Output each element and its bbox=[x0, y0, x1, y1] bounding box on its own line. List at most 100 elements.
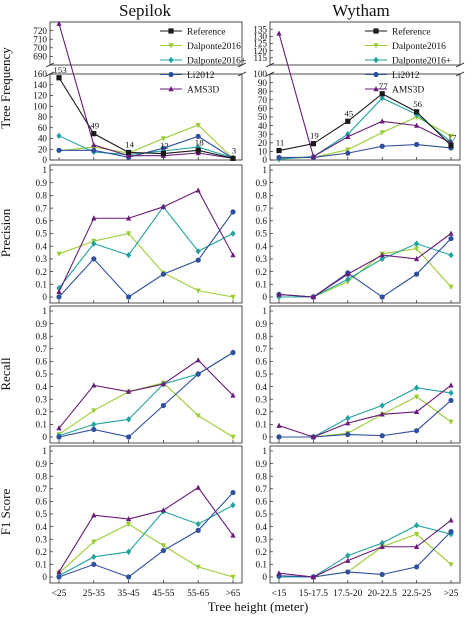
wytham-frequency-axis-break-3 bbox=[455, 71, 465, 77]
sepilok-recall-y-tick-3-label: 0.3 bbox=[36, 394, 48, 404]
sepilok-frequency-legend-label-dalponte2016: Dalponte2016+ bbox=[187, 56, 246, 66]
sepilok-recall-point-dalponte2016-5 bbox=[230, 434, 236, 440]
sepilok-frequency-y-tick-up-3-label: 720 bbox=[33, 26, 47, 36]
sepilok-f1-score-point-dalponte2016-2 bbox=[126, 548, 132, 555]
wytham-frequency-y-tick-up-2-label: 125 bbox=[253, 39, 267, 49]
wytham-frequency-point-ams3d-3 bbox=[379, 118, 385, 124]
wytham-f1-score-point-ams3d-5 bbox=[448, 517, 454, 523]
wytham-f1-score-point-dalponte2016-2 bbox=[345, 552, 351, 559]
wytham-f1-score-x-tick-label-0: <15 bbox=[272, 589, 287, 599]
wytham-f1-score-y-tick-10-label: 1 bbox=[262, 446, 267, 456]
wytham-recall-point-ams3d-1 bbox=[310, 434, 316, 440]
sepilok-precision-y-tick-10-label: 1 bbox=[42, 165, 47, 175]
sepilok-frequency-point-dalponte2016-3 bbox=[160, 136, 166, 142]
sepilok-f1-score-point-ams3d-1 bbox=[91, 512, 97, 518]
sepilok-frequency-point-li2012-0 bbox=[56, 147, 62, 153]
wytham-frequency-data-label-4: 56 bbox=[413, 99, 422, 109]
sepilok-frequency-line-reference bbox=[58, 77, 234, 159]
sepilok-recall-frame bbox=[49, 305, 243, 444]
sepilok-precision-line-li2012 bbox=[58, 211, 234, 298]
wytham-f1-score-point-ams3d-0 bbox=[276, 570, 282, 576]
sepilok-frequency-line-dalponte2016 bbox=[58, 124, 234, 159]
sepilok-frequency-y-tick-low-3-label: 60 bbox=[38, 123, 48, 133]
wytham-precision-point-ams3d-1 bbox=[310, 294, 316, 300]
wytham-frequency-axis-break-0 bbox=[265, 62, 275, 68]
wytham-f1-score-line-dalponte2016 bbox=[279, 524, 452, 578]
sepilok-recall-point-ams3d-1 bbox=[91, 382, 97, 388]
sepilok-frequency-y-tick-low-2-label: 40 bbox=[38, 134, 48, 144]
sepilok-f1-score-point-ams3d-0 bbox=[56, 568, 62, 575]
wytham-precision-y-tick-9-label: 0.9 bbox=[256, 178, 268, 188]
wytham-f1-score-x-tick-label-3: 20-22.5 bbox=[368, 589, 398, 599]
wytham-frequency-y-tick-low-9-label: 90 bbox=[258, 78, 268, 88]
sepilok-frequency-legend-label-dalponte2016: Dalponte2016 bbox=[187, 42, 241, 52]
wytham-f1-score-point-ams3d-3 bbox=[379, 543, 385, 549]
sepilok-frequency-point-reference-1 bbox=[91, 131, 97, 137]
sepilok-frequency-point-ams3d-0 bbox=[56, 20, 62, 26]
wytham-precision-y-tick-3-label: 0.3 bbox=[256, 254, 268, 264]
sepilok-f1-score-x-tick-label-5: >65 bbox=[226, 589, 241, 599]
sepilok-frequency-data-label-0: 153 bbox=[53, 65, 67, 75]
sepilok-f1-score-y-tick-9-label: 0.9 bbox=[36, 459, 48, 469]
sepilok-precision-point-ams3d-1 bbox=[91, 215, 97, 221]
sepilok-recall-point-dalponte2016-4 bbox=[195, 413, 201, 419]
sepilok-recall-point-li2012-5 bbox=[230, 349, 236, 356]
wytham-frequency-point-dalponte2016-5 bbox=[448, 133, 454, 139]
sepilok-recall-y-tick-4-label: 0.4 bbox=[36, 382, 48, 392]
sepilok-f1-score-y-tick-3-label: 0.3 bbox=[36, 534, 48, 544]
sepilok-f1-score-y-tick-5-label: 0.5 bbox=[36, 509, 48, 519]
sepilok-recall-line-ams3d bbox=[58, 359, 234, 429]
wytham-recall-point-ams3d-0 bbox=[276, 422, 282, 428]
sepilok-recall-y-tick-6-label: 0.6 bbox=[36, 357, 48, 367]
sepilok-f1-score-point-ams3d-3 bbox=[160, 507, 166, 513]
wytham-f1-score-y-tick-7-label: 0.7 bbox=[256, 484, 268, 494]
wytham-precision-point-ams3d-4 bbox=[414, 255, 420, 262]
wytham-frequency-y-tick-low-2-label: 20 bbox=[258, 138, 268, 148]
wytham-frequency-data-label-0: 11 bbox=[276, 138, 284, 148]
sepilok-frequency-data-label-4: 18 bbox=[195, 137, 204, 147]
sepilok-f1-score-frame bbox=[49, 445, 243, 584]
sepilok-frequency-y-tick-low-0-label: 0 bbox=[42, 155, 47, 165]
wytham-precision-point-dalponte2016-2 bbox=[345, 276, 351, 283]
x-axis-title: Tree height (meter) bbox=[208, 599, 309, 614]
wytham-recall-frame bbox=[269, 305, 461, 444]
wytham-frequency-point-ams3d-4 bbox=[414, 122, 420, 128]
wytham-precision-frame bbox=[269, 164, 461, 304]
wytham-recall-panel: 0 0.1 0.2 0.3 0.4 0.5 0.6 0.7 0.8 0.9 1 bbox=[256, 305, 461, 444]
sepilok-frequency-axis-break-1 bbox=[237, 62, 247, 68]
sepilok-frequency-y-tick-low-8-label: 160 bbox=[33, 69, 47, 79]
wytham-frequency-legend-marker-li2012 bbox=[373, 71, 379, 78]
sepilok-f1-score-point-ams3d-4 bbox=[195, 484, 201, 490]
wytham-frequency-legend-marker-reference bbox=[373, 28, 379, 34]
wytham-f1-score-point-li2012-3 bbox=[379, 571, 385, 578]
wytham-precision-y-tick-6-label: 0.6 bbox=[256, 216, 268, 226]
sepilok-frequency-data-label-5: 3 bbox=[232, 145, 237, 155]
wytham-frequency-point-reference-2 bbox=[345, 118, 351, 124]
sepilok-recall-point-dalponte2016-2 bbox=[126, 416, 132, 423]
wytham-recall-point-dalponte2016-3 bbox=[379, 402, 385, 409]
sepilok-precision-point-ams3d-4 bbox=[195, 187, 201, 193]
wytham-recall-point-li2012-3 bbox=[379, 433, 385, 439]
wytham-f1-score-y-tick-6-label: 0.6 bbox=[256, 497, 268, 507]
sepilok-frequency-upper-frame bbox=[49, 21, 243, 66]
wytham-recall-y-tick-6-label: 0.6 bbox=[256, 357, 268, 367]
wytham-frequency-legend-marker-dalponte2016 bbox=[373, 56, 379, 64]
sepilok-f1-score-y-tick-10-label: 1 bbox=[42, 446, 47, 456]
sepilok-precision-y-tick-2-label: 0.2 bbox=[36, 267, 48, 277]
sepilok-recall-y-tick-7-label: 0.7 bbox=[36, 344, 48, 354]
wytham-precision-line-dalponte2016 bbox=[279, 248, 452, 298]
sepilok-recall-line-li2012 bbox=[58, 352, 234, 438]
wytham-frequency-point-dalponte2016-2 bbox=[345, 147, 351, 153]
wytham-frequency-axis-break-1 bbox=[455, 62, 465, 68]
wytham-precision-point-ams3d-5 bbox=[448, 230, 454, 236]
wytham-recall-line-dalponte2016 bbox=[279, 387, 452, 438]
wytham-precision-y-tick-8-label: 0.8 bbox=[256, 191, 268, 201]
wytham-frequency-legend: Reference Dalponte2016 Dalponte2016+ Li2012… bbox=[365, 26, 451, 95]
wytham-recall-point-dalponte2016-4 bbox=[414, 384, 420, 392]
wytham-precision-point-ams3d-0 bbox=[276, 291, 282, 297]
wytham-precision-point-ams3d-2 bbox=[345, 271, 351, 277]
sepilok-frequency-data-label-1: 49 bbox=[90, 121, 99, 131]
sepilok-frequency-legend-label-reference: Reference bbox=[187, 26, 226, 37]
